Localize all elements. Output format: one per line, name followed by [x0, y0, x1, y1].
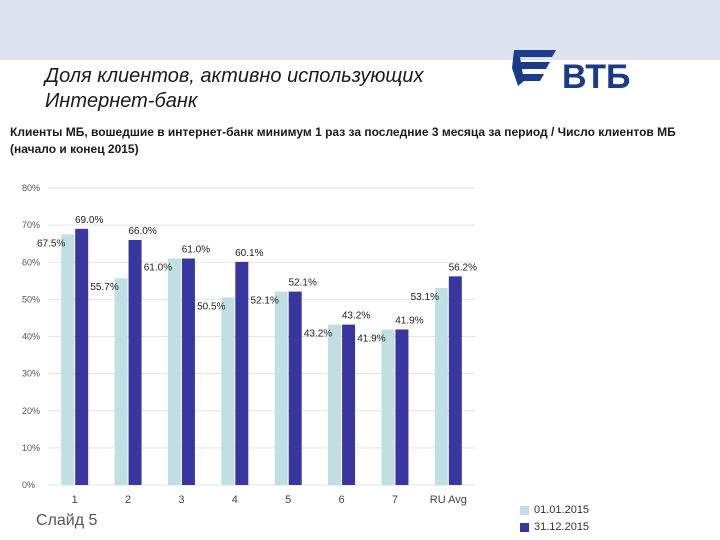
bar-end [181, 258, 195, 485]
data-label-start: 53.1% [411, 292, 439, 303]
data-label-end: 41.9% [395, 315, 423, 326]
bar-end [288, 291, 302, 485]
legend-swatch-end [520, 523, 529, 532]
legend-item-start: 01.01.2015 [520, 502, 589, 519]
bar-end [342, 324, 356, 485]
bar-end [235, 261, 249, 485]
data-labels: 67.5% 55.7% 61.0% 50.5% 52.1% 43.2% 41.9% 53.1%… [37, 215, 477, 345]
slide-title: Доля клиентов, активно использующих Инте… [45, 64, 515, 114]
y-tick-label: 10% [22, 443, 40, 453]
data-label-start: 67.5% [37, 238, 65, 249]
bar-start [381, 329, 395, 485]
data-label-end: 60.1% [235, 248, 263, 259]
data-label-start: 52.1% [251, 296, 279, 307]
x-tick-label: 1 [72, 494, 78, 506]
vtb-logo: ВТБ [512, 50, 630, 96]
bar-start [328, 324, 342, 485]
legend-item-end: 31.12.2015 [520, 519, 589, 536]
y-tick-label: 0% [22, 480, 35, 490]
data-label-start: 50.5% [197, 302, 225, 313]
x-tick-label: 7 [392, 494, 398, 506]
x-tick-label: 2 [125, 494, 131, 506]
legend: 01.01.2015 31.12.2015 [520, 502, 589, 536]
y-tick-label: 30% [22, 369, 40, 379]
bar-start [61, 234, 75, 485]
bar-end [75, 228, 89, 485]
legend-swatch-start [520, 506, 529, 515]
bar-chart: 67.5% 55.7% 61.0% 50.5% 52.1% 43.2% 41.9% 53.1%… [22, 183, 477, 506]
x-tick-label: 4 [232, 494, 238, 506]
bar-start [274, 291, 288, 485]
slide-title-line-2: Интернет-банк [45, 90, 198, 112]
data-label-end: 69.0% [75, 215, 103, 226]
bar-start [221, 297, 235, 485]
slide-title-line-1: Доля клиентов, активно использующих [45, 65, 424, 87]
bar-start [434, 287, 448, 485]
bars [61, 228, 462, 485]
chart-subtitle: Клиенты МБ, вошедшие в интернет-банк мин… [10, 125, 676, 156]
y-tick-label: 40% [22, 332, 40, 342]
slide-number: Слайд 5 [36, 512, 98, 529]
bar-end [395, 329, 409, 485]
x-tick-label: 5 [285, 494, 291, 506]
header-band [0, 0, 720, 60]
bar-start [167, 258, 181, 485]
data-label-start: 61.0% [144, 263, 172, 274]
data-label-end: 43.2% [342, 311, 370, 322]
data-label-start: 41.9% [357, 333, 385, 344]
y-tick-label: 80% [22, 183, 40, 193]
y-tick-label: 20% [22, 406, 40, 416]
legend-label-end: 31.12.2015 [534, 521, 590, 533]
data-label-start: 43.2% [304, 329, 332, 340]
data-label-end: 52.1% [289, 278, 317, 289]
data-label-end: 61.0% [182, 245, 210, 256]
y-tick-label: 60% [22, 257, 40, 267]
axes: 0% 10% 20% 30% 40% 50% 60% 70% 80% 1 2 3 4 5 6 7 RU Avg [22, 183, 467, 506]
y-tick-label: 70% [22, 220, 40, 230]
data-label-start: 55.7% [90, 282, 118, 293]
data-label-end: 56.2% [449, 262, 477, 273]
x-tick-label: 6 [339, 494, 345, 506]
logo-text: ВТБ [562, 58, 630, 96]
legend-label-start: 01.01.2015 [534, 504, 590, 516]
bar-end [128, 239, 142, 485]
x-tick-label: RU Avg [430, 494, 467, 506]
bar-start [114, 278, 128, 485]
y-tick-label: 50% [22, 294, 40, 304]
gridlines [48, 187, 475, 486]
bar-end [448, 276, 462, 485]
x-tick-label: 3 [178, 494, 184, 506]
data-label-end: 66.0% [128, 226, 156, 237]
